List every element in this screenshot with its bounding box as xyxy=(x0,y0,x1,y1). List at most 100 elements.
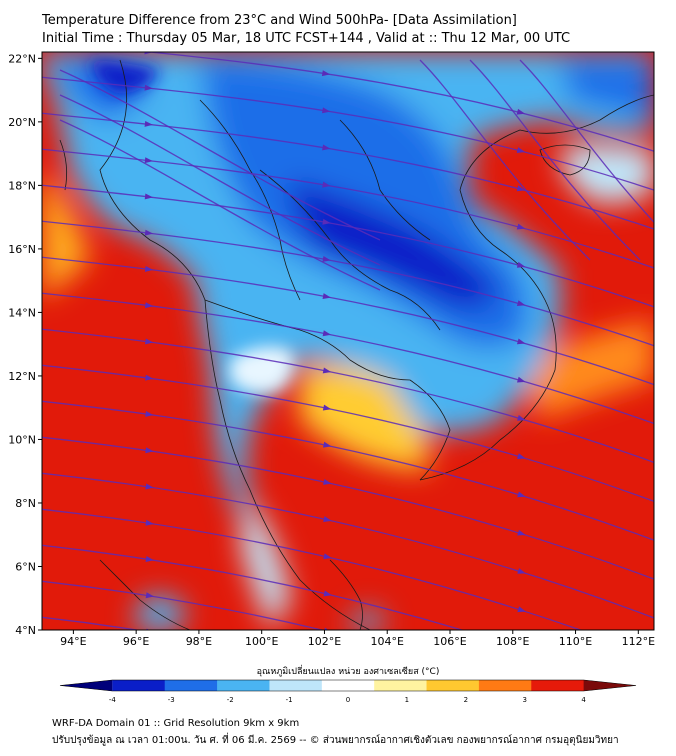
colorbar-segment xyxy=(112,680,166,691)
wind-streamlines xyxy=(42,52,654,729)
wind-arrow-icon xyxy=(322,181,331,188)
streamline xyxy=(42,292,654,425)
colorbar-tick-label: 2 xyxy=(464,696,468,704)
colorbar-segment xyxy=(374,680,428,691)
colorbar-label: อุณหภูมิเปลี่ยนแปลง หน่วย องศาเซลเซียส (… xyxy=(257,664,440,677)
wind-arrow-icon xyxy=(322,293,331,300)
wind-arrow-icon xyxy=(322,404,332,411)
lat-tick-label: 22°N xyxy=(8,52,36,65)
wind-arrow-icon xyxy=(322,441,332,448)
streamline xyxy=(419,59,591,261)
streamline xyxy=(59,119,381,291)
colorbar-segment xyxy=(426,680,480,691)
streamline xyxy=(59,69,381,241)
wind-arrow-icon xyxy=(516,147,526,153)
wind-arrow-icon xyxy=(144,229,154,236)
colorbar-tick-label: -1 xyxy=(286,696,293,704)
colorbar-segment xyxy=(164,680,218,691)
wind-arrow-icon xyxy=(517,453,526,460)
wind-arrow-icon xyxy=(322,144,331,151)
streamline xyxy=(42,544,465,630)
streamline xyxy=(519,59,654,224)
streamline xyxy=(469,59,641,261)
colorbar-segment xyxy=(478,680,532,691)
wind-arrow-icon xyxy=(144,265,154,272)
streamline xyxy=(42,508,583,630)
lon-tick-label: 100°E xyxy=(245,635,278,648)
wind-arrow-icon xyxy=(145,592,154,599)
wind-arrow-icon xyxy=(516,338,526,345)
wind-arrow-icon xyxy=(321,70,331,77)
streamline xyxy=(42,112,654,230)
wind-arrow-icon xyxy=(517,529,526,536)
colorbar-segment xyxy=(60,680,113,691)
wind-arrow-icon xyxy=(517,568,526,574)
wind-arrow-icon xyxy=(144,157,153,164)
wind-arrow-icon xyxy=(144,193,154,200)
wind-arrow-icon xyxy=(517,721,526,729)
wind-arrow-icon xyxy=(516,376,526,383)
wind-arrow-icon xyxy=(145,374,154,381)
lat-tick-label: 4°N xyxy=(15,624,36,637)
colorbar-segment xyxy=(321,680,375,691)
wind-arrow-icon xyxy=(322,218,331,225)
wind-arrow-icon xyxy=(516,261,526,268)
lon-tick-label: 102°E xyxy=(308,635,341,648)
wind-arrow-icon xyxy=(145,556,154,562)
lon-tick-label: 108°E xyxy=(496,635,529,648)
wind-arrow-icon xyxy=(144,120,153,127)
lon-tick-label: 110°E xyxy=(559,635,592,648)
streamline xyxy=(42,436,654,580)
wind-arrow-icon xyxy=(323,478,332,485)
colorbar-segment xyxy=(531,680,585,691)
wind-arrow-icon xyxy=(145,410,154,417)
colorbar-segment xyxy=(269,680,323,691)
colorbar-segment xyxy=(583,680,636,691)
wind-arrow-icon xyxy=(144,302,154,309)
wind-arrow-icon xyxy=(145,483,154,490)
lat-tick-label: 8°N xyxy=(15,497,36,510)
wind-arrow-icon xyxy=(323,590,332,597)
footer-line-1: WRF-DA Domain 01 :: Grid Resolution 9km … xyxy=(52,718,300,729)
wind-arrow-icon xyxy=(516,223,526,230)
title-line-1: Temperature Difference from 23°C and Win… xyxy=(42,13,517,28)
wind-arrow-icon xyxy=(516,300,526,306)
colorbar-tick-label: 4 xyxy=(581,696,586,704)
streamline xyxy=(42,616,141,630)
lon-tick-label: 112°E xyxy=(622,635,655,648)
wind-arrow-icon xyxy=(517,606,526,613)
lon-tick-label: 106°E xyxy=(433,635,466,648)
colorbar-tick-label: -2 xyxy=(227,696,234,704)
streamline xyxy=(42,184,654,308)
wind-arrow-icon xyxy=(517,491,526,498)
wind-arrow-icon xyxy=(517,415,526,421)
streamline xyxy=(42,364,654,502)
wind-arrow-icon xyxy=(144,84,153,91)
wind-arrow-icon xyxy=(145,447,154,454)
streamline xyxy=(42,472,654,619)
wind-arrow-icon xyxy=(145,338,154,345)
wind-arrow-icon xyxy=(323,553,332,560)
streamline xyxy=(42,400,654,541)
colorbar-tick-label: 1 xyxy=(405,696,409,704)
wind-arrow-icon xyxy=(322,255,331,262)
lat-tick-label: 12°N xyxy=(8,370,36,383)
map-frame xyxy=(41,51,655,631)
streamline xyxy=(42,76,654,191)
streamline xyxy=(42,256,654,386)
wind-arrow-icon xyxy=(322,330,332,337)
lon-tick-label: 94°E xyxy=(60,635,86,648)
longitude-axis: 94°E 96°E 98°E 100°E 102°E 104°E 106°E 108°E 110… xyxy=(60,630,655,648)
wind-arrow-icon xyxy=(516,185,526,192)
wind-arrow-icon xyxy=(516,108,526,115)
streamline xyxy=(42,220,654,347)
wind-arrow-icon xyxy=(322,367,332,374)
map-title: Temperature Difference from 23°C and Win… xyxy=(42,12,570,48)
lon-tick-label: 96°E xyxy=(123,635,149,648)
lat-tick-label: 10°N xyxy=(8,433,36,446)
streamline xyxy=(143,52,654,152)
streamline xyxy=(59,94,381,266)
temperature-field xyxy=(42,52,654,630)
lon-tick-label: 104°E xyxy=(371,635,404,648)
